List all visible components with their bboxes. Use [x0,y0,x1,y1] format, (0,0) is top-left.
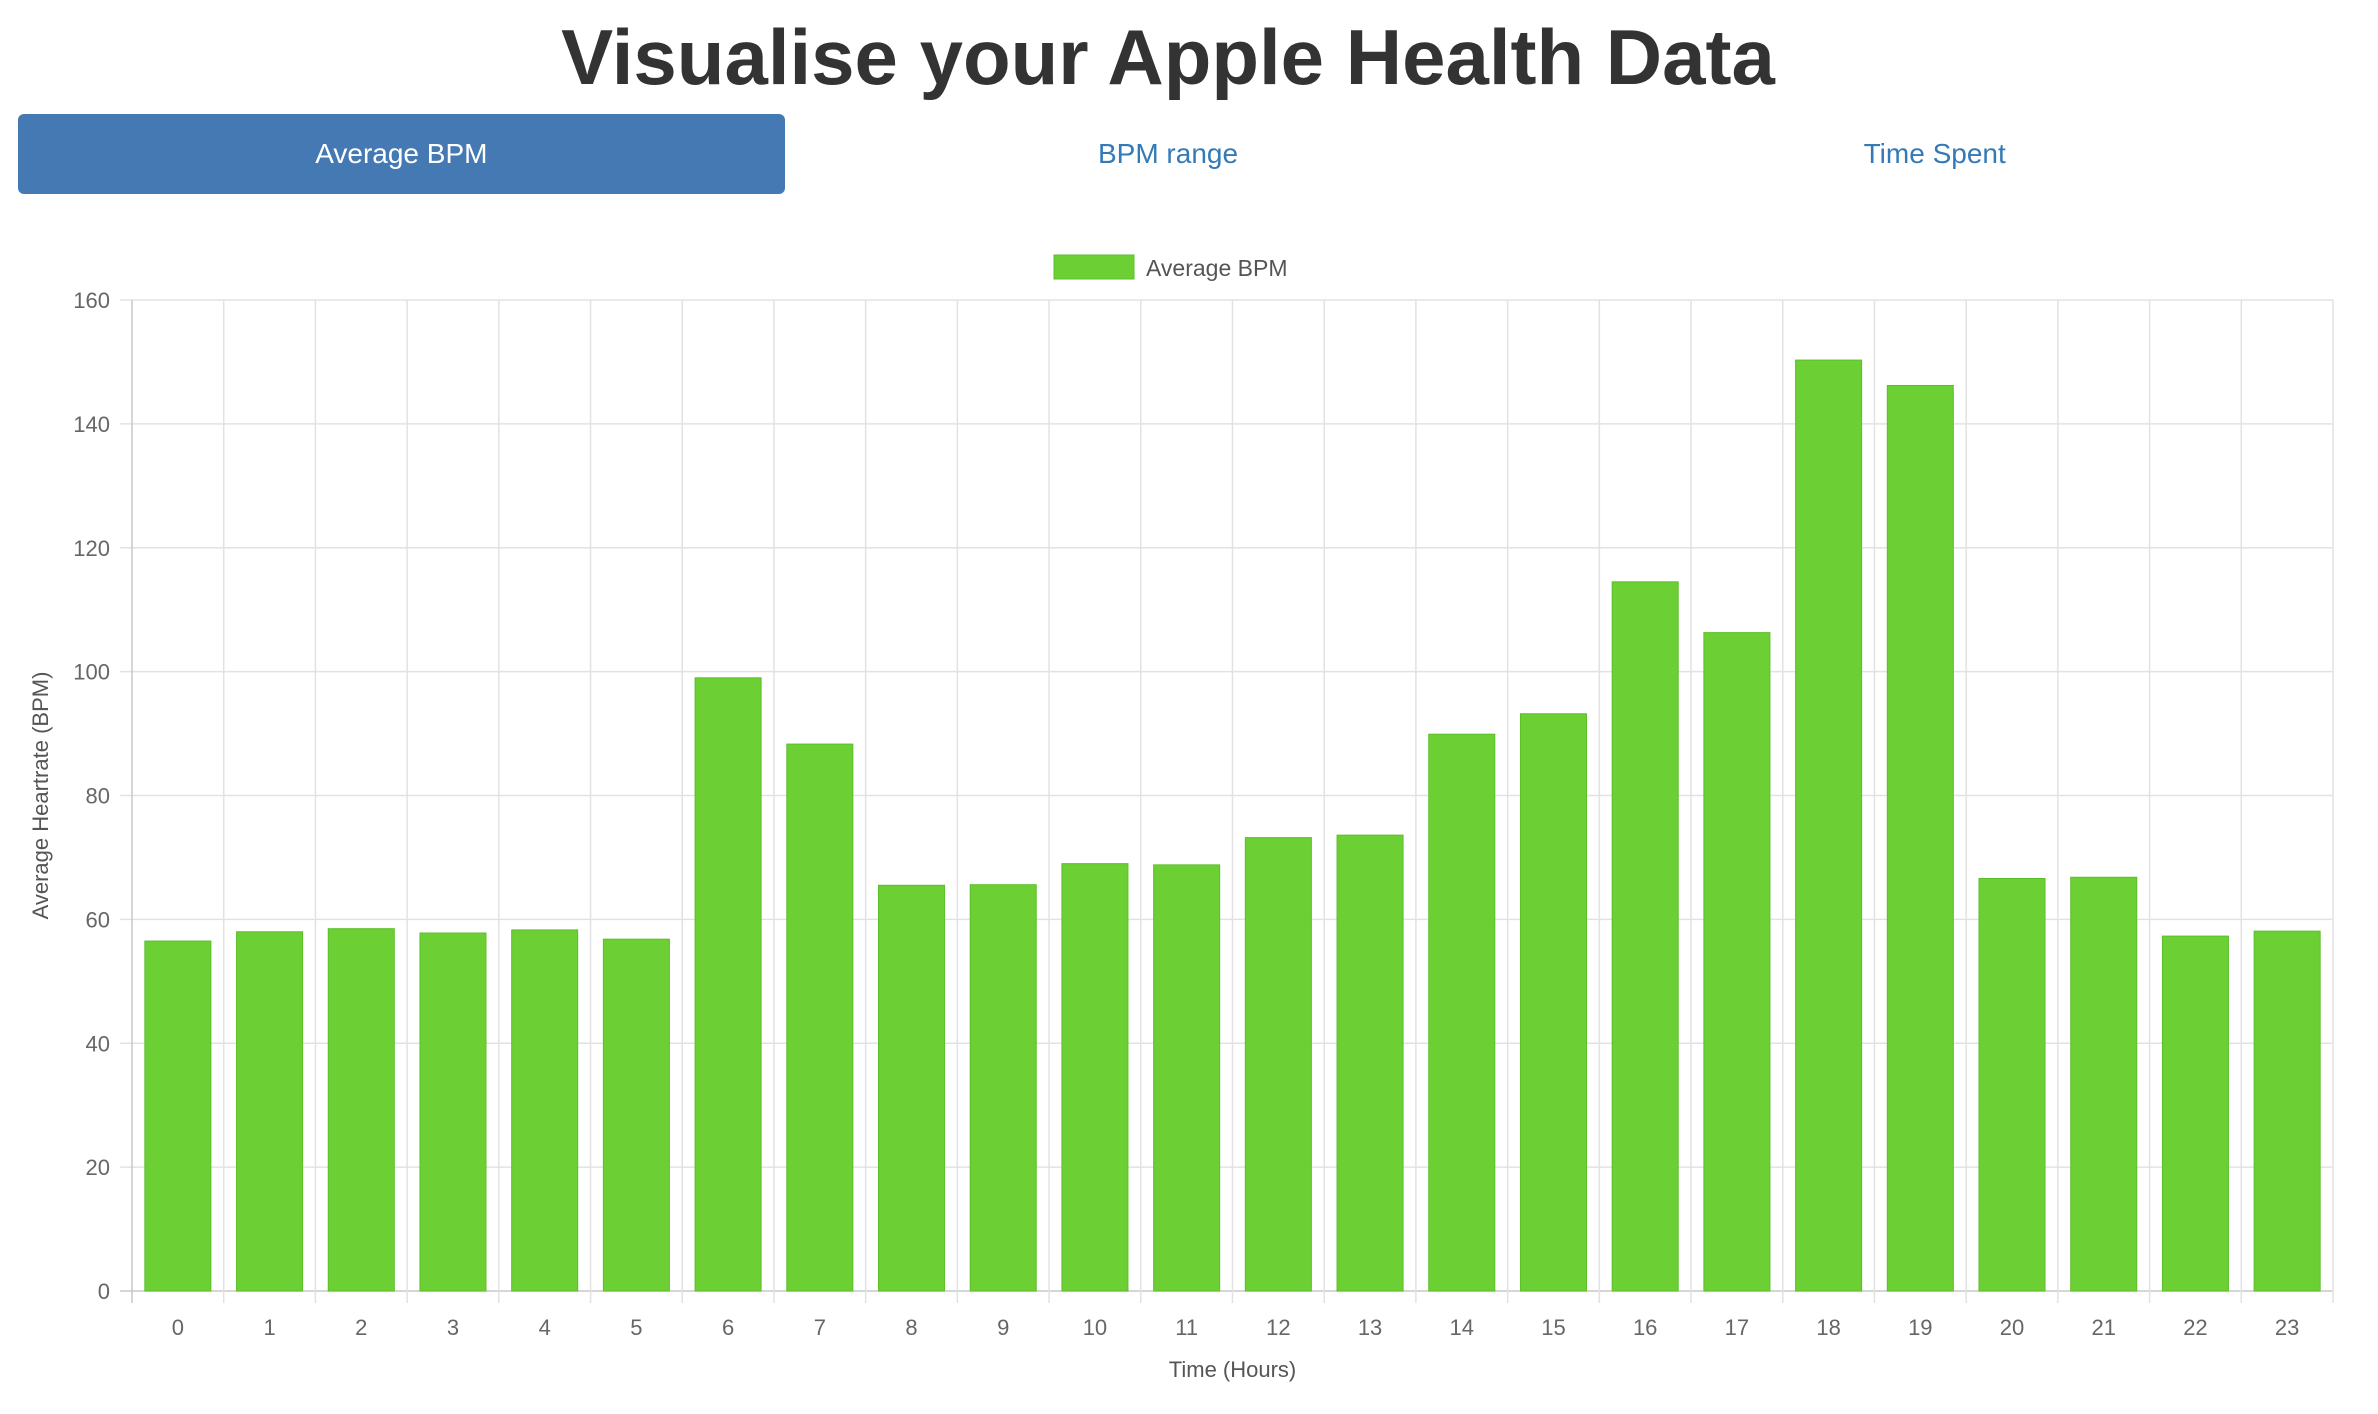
y-tick-label: 0 [98,1279,110,1304]
x-tick-label: 4 [539,1315,551,1340]
x-tick-label: 21 [2091,1315,2115,1340]
x-tick-label: 5 [630,1315,642,1340]
y-tick-label: 120 [73,536,110,561]
x-tick-label: 11 [1175,1315,1198,1340]
y-tick-label: 100 [73,660,110,685]
x-tick-label: 2 [355,1315,367,1340]
bar[interactable] [786,743,854,1292]
bar[interactable] [2253,930,2321,1292]
page-title: Visualise your Apple Health Data [561,13,1775,101]
bar[interactable] [419,932,487,1292]
x-axis-title: Time (Hours) [1169,1357,1297,1382]
y-axis-title: Average Heartrate (BPM) [28,672,53,920]
x-tick-label: 9 [997,1315,1009,1340]
bar[interactable] [236,931,304,1292]
bar[interactable] [1244,837,1312,1292]
y-tick-label: 60 [86,907,110,932]
x-tick-label: 18 [1816,1315,1840,1340]
bar[interactable] [511,929,579,1292]
y-tick-label: 140 [73,412,110,437]
x-tick-label: 13 [1358,1315,1382,1340]
bar[interactable] [1978,877,2046,1292]
x-tick-label: 22 [2183,1315,2207,1340]
legend-label[interactable]: Average BPM [1146,255,1287,281]
x-tick-label: 20 [2000,1315,2024,1340]
x-tick-label: 0 [172,1315,184,1340]
bar[interactable] [2161,935,2229,1292]
x-tick-label: 8 [905,1315,917,1340]
chart-bars [144,359,2321,1292]
y-tick-label: 160 [73,288,110,313]
y-tick-label: 40 [86,1031,110,1056]
legend-swatch[interactable] [1053,254,1135,280]
x-tick-label: 7 [814,1315,826,1340]
bar[interactable] [602,938,670,1292]
x-tick-label: 15 [1541,1315,1565,1340]
bar[interactable] [969,884,1037,1292]
x-tick-label: 16 [1633,1315,1657,1340]
bar[interactable] [327,928,395,1292]
bar[interactable] [694,677,762,1292]
bar[interactable] [1153,864,1221,1292]
tab-average-bpm[interactable]: Average BPM [18,114,785,194]
bar[interactable] [144,940,212,1292]
y-tick-label: 80 [86,784,110,809]
x-tick-label: 6 [722,1315,734,1340]
tab-bar: Average BPM BPM range Time Spent [18,114,2318,194]
x-tick-label: 23 [2275,1315,2299,1340]
bar[interactable] [878,884,946,1292]
bar[interactable] [1611,581,1679,1292]
tab-time-spent[interactable]: Time Spent [1863,138,2006,169]
chart-legend[interactable]: Average BPM [1053,254,1287,281]
x-tick-label: 14 [1450,1315,1474,1340]
x-tick-label: 1 [263,1315,275,1340]
tab-bpm-range[interactable]: BPM range [1097,138,1239,169]
x-tick-label: 10 [1083,1315,1107,1340]
bar[interactable] [1519,713,1587,1292]
bar[interactable] [1886,384,1954,1292]
y-tick-label: 20 [86,1155,110,1180]
bar[interactable] [1703,632,1771,1292]
x-tick-label: 17 [1725,1315,1749,1340]
x-tick-label: 3 [447,1315,459,1340]
bar[interactable] [1795,359,1863,1292]
chart-grid [120,299,2334,1303]
bar[interactable] [1428,733,1496,1292]
bar[interactable] [1336,834,1404,1292]
x-tick-label: 19 [1908,1315,1932,1340]
bar[interactable] [2070,876,2138,1292]
x-tick-label: 12 [1266,1315,1290,1340]
bar[interactable] [1061,863,1129,1292]
